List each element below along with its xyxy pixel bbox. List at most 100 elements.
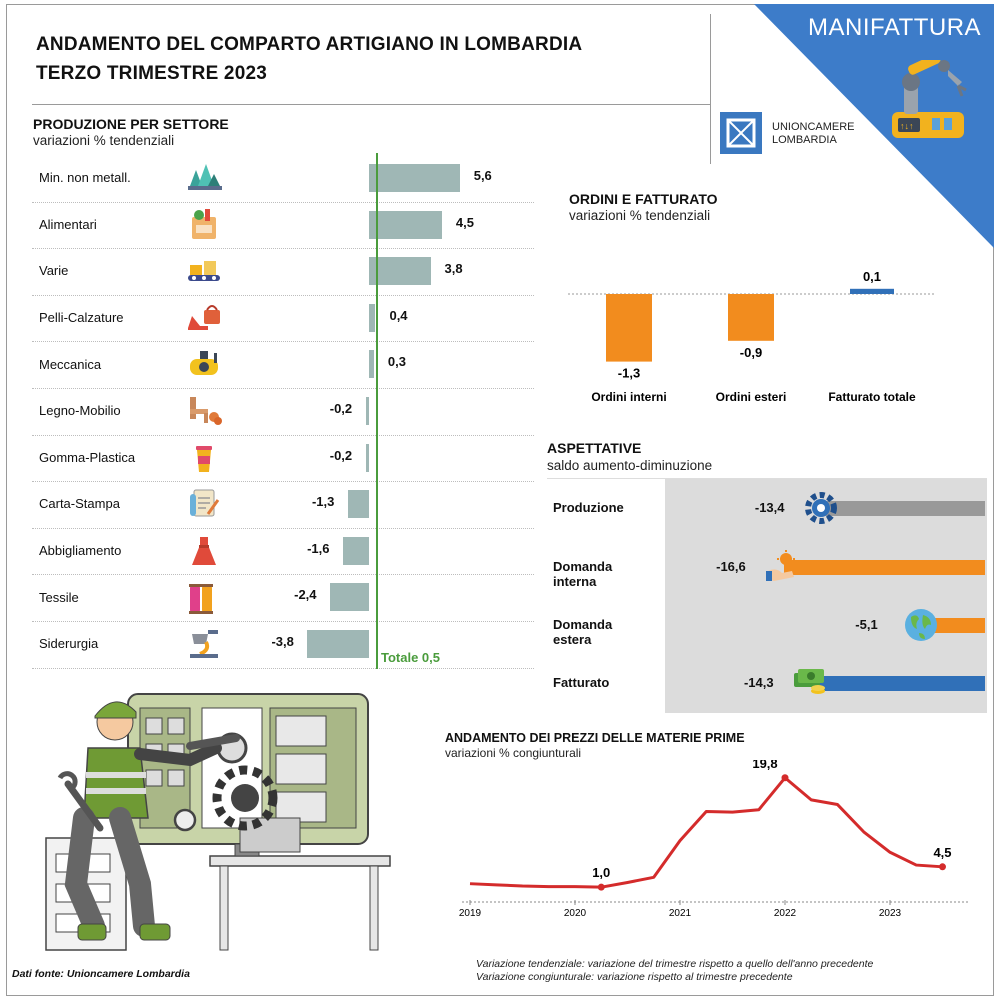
- production-bar: [369, 257, 431, 286]
- total-line: [376, 153, 378, 669]
- paper-icon: [186, 486, 222, 522]
- production-value-label: -0,2: [329, 401, 353, 416]
- prices-x-tick-label: 2022: [774, 908, 797, 919]
- logo-text: UNIONCAMERE LOMBARDIA: [772, 121, 855, 147]
- conveyor-icon: [186, 253, 222, 289]
- prices-annotation-point: [781, 774, 789, 782]
- expectation-bar: [784, 560, 985, 575]
- expectations-title: ASPETTATIVE: [547, 440, 642, 456]
- expectation-bar: [822, 501, 985, 516]
- production-bar: [365, 443, 369, 472]
- orders-bar: [728, 294, 774, 341]
- production-row: Legno-Mobilio: [32, 388, 534, 436]
- robot-arm-icon: ↑↓↑: [892, 60, 967, 138]
- expectation-label: Domanda interna: [553, 559, 613, 589]
- production-bar: [369, 303, 376, 332]
- prices-subtitle: variazioni % congiunturali: [445, 746, 582, 760]
- production-bar: [347, 490, 369, 519]
- production-value-label: 0,4: [389, 307, 408, 323]
- note-tendenziale: Variazione tendenziale: variazione del t…: [476, 958, 874, 970]
- expectation-value-label: -13,4: [754, 500, 785, 515]
- production-bar: [369, 164, 460, 192]
- note-congiunturale: Variazione congiunturale: variazione ris…: [476, 971, 793, 983]
- prices-annotation-label: 19,8: [752, 760, 777, 771]
- shoe-bag-icon: [186, 300, 222, 336]
- svg-text:↑↓↑: ↑↓↑: [900, 121, 914, 131]
- prices-series-line: [469, 776, 943, 889]
- prices-annotation-label: 1,0: [592, 865, 610, 880]
- prices-x-tick-label: 2023: [879, 908, 902, 919]
- cup-icon: [186, 440, 222, 476]
- expectation-label: Fatturato: [553, 675, 610, 690]
- prices-annotation-label: 4,5: [933, 845, 951, 860]
- expectation-value-label: -5,1: [855, 617, 878, 632]
- expectation-value-label: -16,6: [716, 559, 746, 574]
- production-value-label: -1,3: [311, 494, 335, 510]
- production-bar: [330, 583, 369, 612]
- prices-chart: 2019 2020 2021 2022 2023 1,0 19,8 4,5: [459, 760, 968, 919]
- data-source: Dati fonte: Unioncamere Lombardia: [12, 968, 190, 980]
- expectation-label: Produzione: [553, 500, 624, 515]
- production-row: Pelli-Calzature: [32, 295, 534, 343]
- sector-label: Min. non metall.: [39, 170, 131, 186]
- unioncamere-logo: [720, 112, 762, 154]
- production-value-label: -0,2: [329, 447, 353, 463]
- sector-label: Legno-Mobilio: [39, 403, 121, 419]
- expectation-label: Domanda estera: [553, 617, 613, 647]
- sector-label: Tessile: [39, 589, 79, 605]
- dress-icon: [186, 533, 222, 569]
- orders-category-label: Fatturato totale: [828, 390, 916, 404]
- orders-value-label: 0,1: [863, 269, 881, 284]
- orders-bar: [606, 294, 652, 362]
- sector-label: Alimentari: [39, 216, 97, 232]
- orders-bar: [850, 288, 894, 294]
- production-value-label: 4,5: [455, 214, 474, 230]
- sector-label: Varie: [39, 263, 69, 279]
- logo-line-1: UNIONCAMERE: [772, 121, 855, 133]
- logo-line-2: LOMBARDIA: [772, 134, 837, 146]
- production-value-label: 0,3: [387, 354, 406, 370]
- compressor-icon: [186, 347, 222, 383]
- worker-computer-illustration: [45, 693, 391, 951]
- prices-annotation-point: [939, 863, 946, 871]
- sector-label: Gomma-Plastica: [39, 449, 136, 465]
- section-tag: MANIFATTURA: [808, 14, 982, 41]
- prices-x-tick-label: 2020: [564, 908, 587, 919]
- orders-title: ORDINI E FATTURATO: [569, 191, 718, 207]
- total-label: Totale 0,5: [381, 650, 441, 665]
- hand-sun-icon: [764, 549, 800, 585]
- expectations-bg: [665, 479, 987, 713]
- production-row: Meccanica: [32, 341, 534, 389]
- grocery-bag-icon: [186, 207, 222, 243]
- production-title: PRODUZIONE PER SETTORE: [33, 116, 229, 132]
- orders-chart: -1,3 Ordini interni -0,9 Ordini esteri 0,1 Fa…: [568, 269, 936, 404]
- thread-spools-icon: [186, 580, 222, 616]
- prices-x-tick-label: 2021: [669, 908, 692, 919]
- expectations-divider: [547, 478, 987, 479]
- page-title: ANDAMENTO DEL COMPARTO ARTIGIANO IN LOMB…: [36, 30, 582, 88]
- production-bar: [365, 397, 369, 425]
- furniture-icon: [186, 393, 222, 429]
- production-row: Tessile: [32, 574, 534, 622]
- money-icon: [792, 665, 828, 701]
- production-value-label: 3,8: [444, 261, 463, 277]
- production-row: Carta-Stampa: [32, 481, 534, 529]
- sector-label: Abbigliamento: [39, 543, 122, 559]
- production-row: Varie: [32, 248, 534, 296]
- sector-label: Meccanica: [39, 356, 102, 372]
- production-value-label: -3,8: [271, 634, 294, 649]
- production-row: Siderurgia: [32, 621, 534, 669]
- orders-value-label: -0,9: [740, 345, 762, 360]
- expectation-value-label: -14,3: [743, 675, 774, 690]
- production-bar: [307, 630, 369, 658]
- prices-annotation-point: [597, 883, 605, 891]
- production-bar: [369, 350, 374, 379]
- production-row: Alimentari: [32, 202, 534, 250]
- sector-label: Siderurgia: [39, 636, 99, 652]
- production-row: Gomma-Plastica: [32, 435, 534, 483]
- production-value-label: 5,6: [473, 168, 492, 183]
- orders-subtitle: variazioni % tendenziali: [569, 208, 711, 223]
- title-divider: [32, 104, 710, 105]
- minerals-icon: [186, 160, 222, 196]
- sector-label: Pelli-Calzature: [39, 310, 124, 326]
